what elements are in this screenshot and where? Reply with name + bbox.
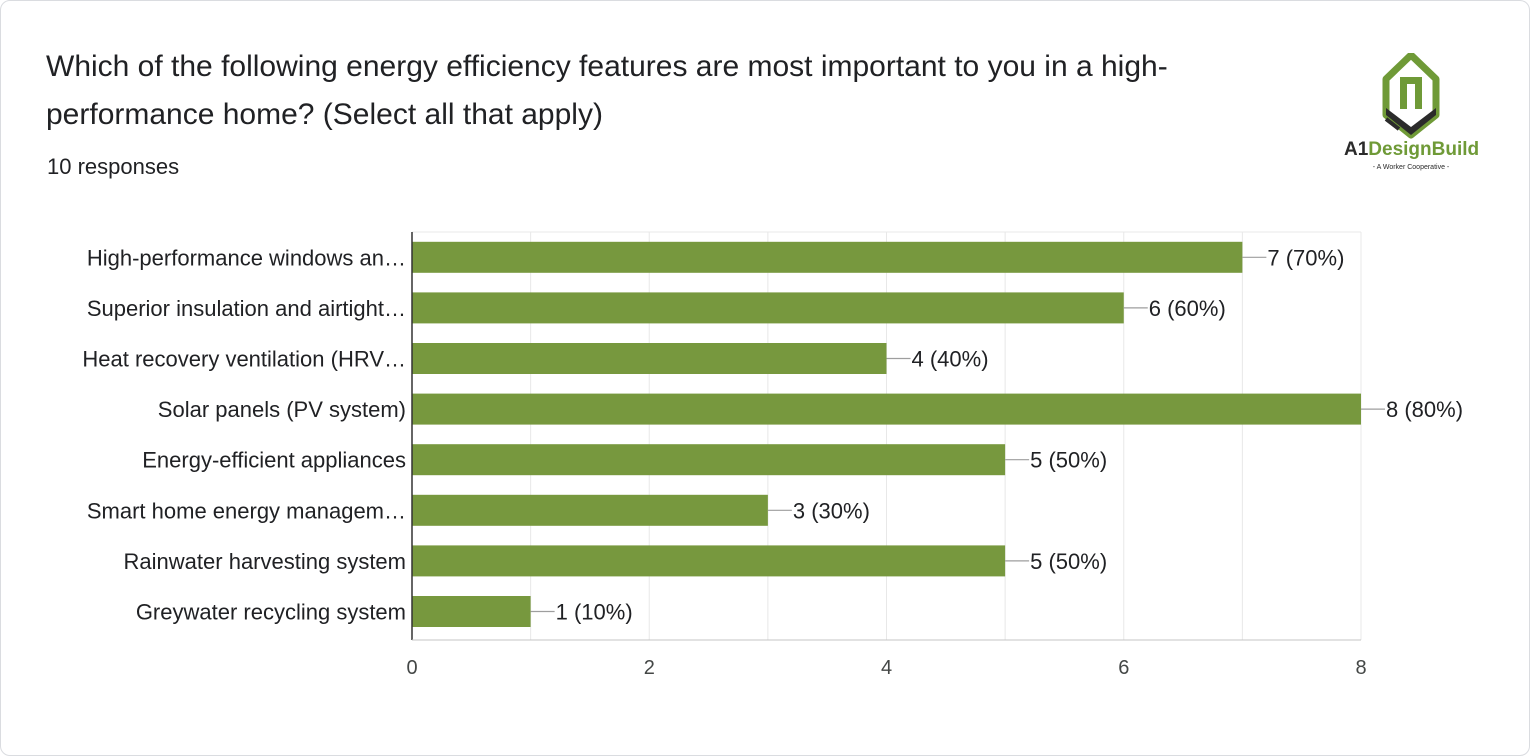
svg-text:A1DesignBuild: A1DesignBuild bbox=[1344, 139, 1479, 160]
brand-designbuild: DesignBuild bbox=[1368, 139, 1479, 160]
bar bbox=[412, 292, 1124, 324]
category-label: Greywater recycling system bbox=[136, 600, 406, 625]
bar bbox=[412, 444, 1006, 476]
bar bbox=[412, 393, 1361, 425]
x-tick-label: 6 bbox=[1118, 657, 1129, 679]
a1-design-build-logo: A1DesignBuild - A Worker Cooperative - bbox=[1344, 53, 1479, 171]
data-label: 5 (50%) bbox=[1030, 549, 1107, 574]
data-label: 7 (70%) bbox=[1267, 245, 1344, 270]
category-label: High-performance windows an… bbox=[87, 245, 406, 270]
brand-a1: A1 bbox=[1344, 139, 1369, 160]
bar bbox=[412, 241, 1243, 273]
category-label: Heat recovery ventilation (HRV… bbox=[82, 347, 406, 372]
data-label: 6 (60%) bbox=[1149, 296, 1226, 321]
data-label: 1 (10%) bbox=[556, 600, 633, 625]
data-label: 8 (80%) bbox=[1386, 397, 1463, 422]
x-tick-label: 2 bbox=[644, 657, 655, 679]
x-tick-label: 0 bbox=[406, 657, 417, 679]
bar bbox=[412, 545, 1006, 577]
house-logo-icon bbox=[1382, 53, 1440, 139]
x-tick-label: 8 bbox=[1355, 657, 1366, 679]
bar bbox=[412, 596, 531, 627]
question-title: Which of the following energy efficiency… bbox=[46, 50, 1168, 131]
bar bbox=[412, 343, 887, 374]
category-label: Smart home energy managem… bbox=[87, 498, 406, 523]
response-count: 10 responses bbox=[47, 154, 180, 179]
category-label: Solar panels (PV system) bbox=[158, 397, 406, 422]
data-label: 3 (30%) bbox=[793, 498, 870, 523]
data-label: 4 (40%) bbox=[912, 347, 989, 372]
x-tick-label: 4 bbox=[881, 657, 892, 679]
category-label: Energy-efficient appliances bbox=[142, 448, 406, 473]
category-label: Superior insulation and airtight… bbox=[87, 296, 406, 321]
category-label: Rainwater harvesting system bbox=[124, 549, 406, 574]
data-label: 5 (50%) bbox=[1030, 448, 1107, 473]
brand-tagline: - A Worker Cooperative - bbox=[1373, 164, 1450, 171]
bar bbox=[412, 494, 768, 526]
